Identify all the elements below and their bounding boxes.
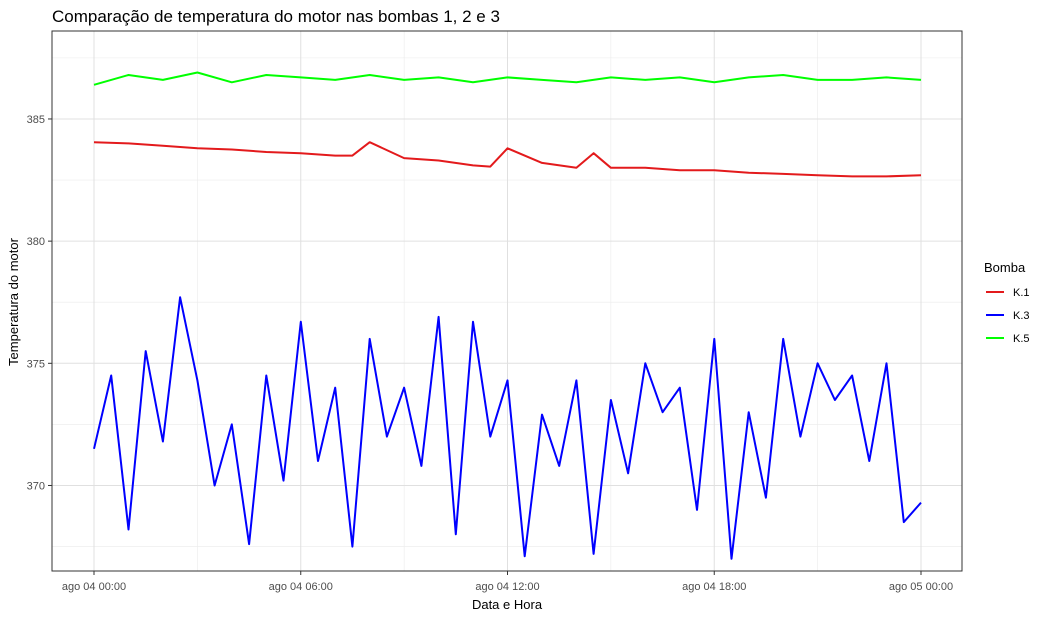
plot-panel [51,30,963,572]
y-axis-title: Temperatura do motor [6,237,21,366]
y-tick-label: 375 [27,358,45,370]
x-axis: ago 04 00:00 ago 04 06:00 ago 04 12:00 ago … [62,571,953,593]
series-line-k-1 [93,141,922,178]
legend-title: Bomba [984,260,1026,275]
legend-label: K.5 [1013,333,1030,345]
x-tick-label: ago 04 18:00 [682,581,746,593]
legend: Bomba K.1 K.3 K.5 [984,260,1030,345]
x-axis-title: Data e Hora [472,597,543,612]
chart-title: Comparação de temperatura do motor nas b… [52,7,500,26]
x-tick-label: ago 05 00:00 [889,581,953,593]
y-tick-label: 385 [27,114,45,126]
series-line-k-3 [93,296,922,560]
y-tick-label: 380 [27,236,45,248]
legend-label: K.1 [1013,287,1030,299]
x-tick-label: ago 04 06:00 [269,581,333,593]
y-axis: 370 375 380 385 [27,114,52,492]
legend-label: K.3 [1013,310,1030,322]
y-tick-label: 370 [27,480,45,492]
x-tick-label: ago 04 00:00 [62,581,126,593]
series-line-k-5 [93,71,922,86]
x-tick-label: ago 04 12:00 [475,581,539,593]
